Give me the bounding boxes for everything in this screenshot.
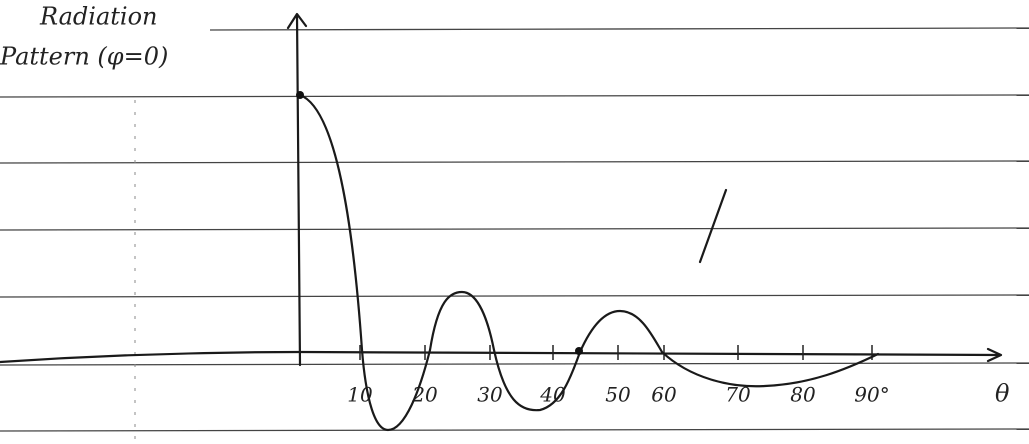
x-axis-label: θ — [995, 380, 1010, 408]
x-tick-label: 90° — [854, 383, 889, 407]
x-tick-label: 80 — [790, 383, 816, 407]
title-line-1: Radiation — [39, 3, 158, 31]
x-tick-label: 60 — [651, 383, 677, 407]
axes — [0, 12, 1003, 367]
rule-line — [0, 294, 1029, 298]
x-tick-label: 50 — [605, 383, 631, 407]
rule-line — [0, 428, 1029, 432]
x-axis — [0, 347, 1003, 364]
null-dot — [575, 347, 583, 355]
radiation-curve — [298, 93, 880, 432]
peak-dot — [296, 91, 304, 99]
title-line-2: Pattern (φ=0) — [0, 43, 168, 71]
rule-line — [0, 94, 1029, 98]
x-tick-label: 30 — [477, 383, 503, 407]
stray-stroke — [698, 188, 728, 264]
rule-line — [0, 227, 1029, 231]
rule-line — [0, 160, 1029, 164]
rule-line — [209, 27, 1029, 31]
y-axis — [286, 12, 308, 367]
